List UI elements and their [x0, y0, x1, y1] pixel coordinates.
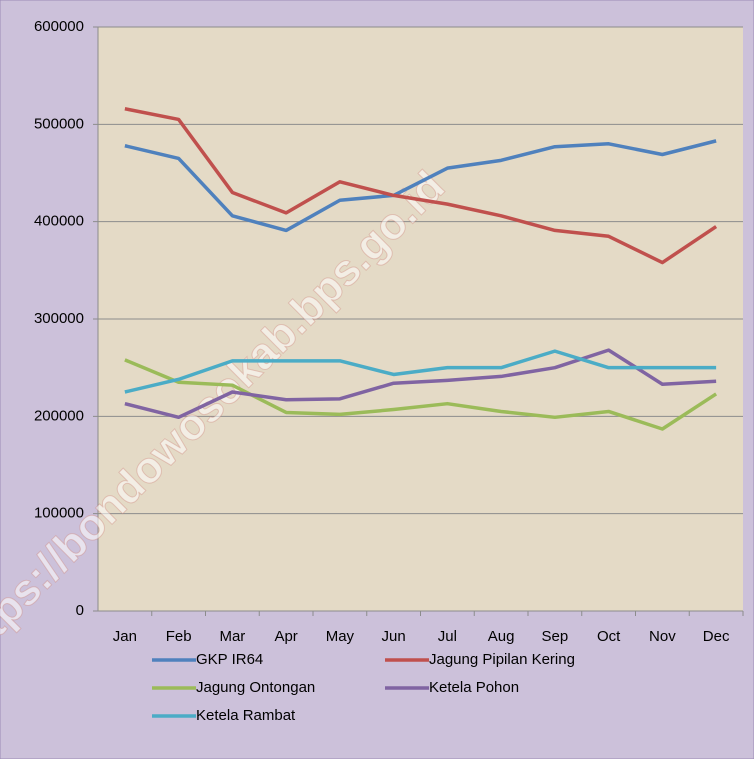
- y-tick-label: 500000: [34, 115, 84, 132]
- x-tick-label: Jun: [382, 628, 406, 645]
- line-series: [124, 358, 718, 431]
- legend-label: Jagung Ontongan: [196, 679, 315, 696]
- x-tick-label: Feb: [166, 628, 192, 645]
- legend-label: GKP IR64: [196, 651, 263, 668]
- y-tick-label: 0: [76, 602, 84, 619]
- x-tick-label: Dec: [703, 628, 730, 645]
- y-tick-label: 300000: [34, 310, 84, 327]
- x-tick-label: Oct: [597, 628, 621, 645]
- y-tick-label: 100000: [34, 505, 84, 522]
- y-tick-label: 200000: [34, 407, 84, 424]
- x-tick-label: Jan: [113, 628, 137, 645]
- x-tick-label: Aug: [488, 628, 515, 645]
- x-tick-label: May: [326, 628, 355, 645]
- x-tick-label: Jul: [438, 628, 457, 645]
- legend-label: Jagung Pipilan Kering: [429, 651, 575, 668]
- y-tick-label: 600000: [34, 18, 84, 35]
- legend-label: Ketela Rambat: [196, 707, 296, 724]
- x-tick-label: Sep: [542, 628, 569, 645]
- line-series: [124, 348, 717, 420]
- legend-label: Ketela Pohon: [429, 679, 519, 696]
- x-tick-label: Apr: [274, 628, 297, 645]
- line-series: [124, 349, 717, 394]
- x-tick-label: Nov: [649, 628, 676, 645]
- line-series: [124, 139, 717, 233]
- line-series: [124, 107, 718, 265]
- x-tick-label: Mar: [219, 628, 245, 645]
- y-tick-label: 400000: [34, 213, 84, 230]
